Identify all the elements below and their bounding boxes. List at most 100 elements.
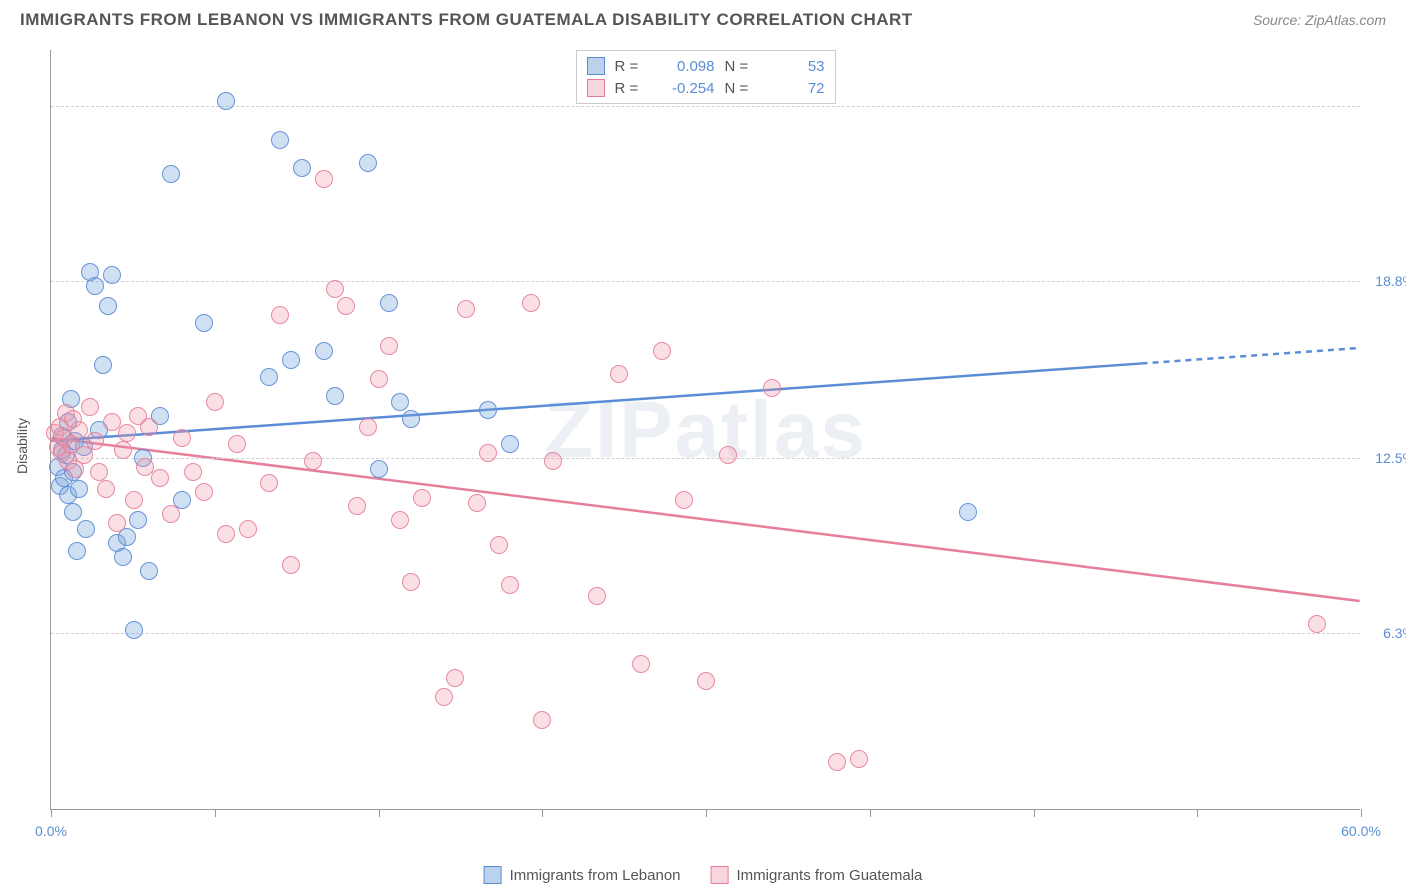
data-point-guatemala xyxy=(544,452,562,470)
n-label: N = xyxy=(725,58,755,75)
data-point-guatemala xyxy=(260,474,278,492)
data-point-lebanon xyxy=(99,297,117,315)
data-point-guatemala xyxy=(90,463,108,481)
watermark: ZIPatlas xyxy=(544,384,867,476)
data-point-guatemala xyxy=(675,491,693,509)
data-point-guatemala xyxy=(326,280,344,298)
y-axis-label: Disability xyxy=(14,418,30,474)
data-point-lebanon xyxy=(282,351,300,369)
data-point-guatemala xyxy=(162,505,180,523)
data-point-lebanon xyxy=(217,92,235,110)
data-point-guatemala xyxy=(479,444,497,462)
data-point-guatemala xyxy=(118,424,136,442)
data-point-lebanon xyxy=(479,401,497,419)
data-point-guatemala xyxy=(173,429,191,447)
x-tick-label: 60.0% xyxy=(1341,823,1381,839)
legend-stats: R = 0.098 N = 53 R = -0.254 N = 72 xyxy=(576,50,836,104)
data-point-lebanon xyxy=(162,165,180,183)
data-point-guatemala xyxy=(457,300,475,318)
x-tick xyxy=(542,809,543,817)
data-point-guatemala xyxy=(304,452,322,470)
legend-item-guatemala: Immigrants from Guatemala xyxy=(711,866,923,884)
data-point-lebanon xyxy=(68,542,86,560)
swatch-blue-icon xyxy=(484,866,502,884)
data-point-guatemala xyxy=(125,491,143,509)
data-point-lebanon xyxy=(195,314,213,332)
data-point-lebanon xyxy=(326,387,344,405)
data-point-lebanon xyxy=(402,410,420,428)
data-point-guatemala xyxy=(97,480,115,498)
x-tick xyxy=(215,809,216,817)
data-point-lebanon xyxy=(94,356,112,374)
swatch-pink-icon xyxy=(711,866,729,884)
source-attribution: Source: ZipAtlas.com xyxy=(1253,12,1386,28)
data-point-guatemala xyxy=(435,688,453,706)
n-value-lebanon: 53 xyxy=(765,58,825,75)
r-label: R = xyxy=(615,58,645,75)
y-tick-label: 12.5% xyxy=(1375,450,1406,466)
legend-label-lebanon: Immigrants from Lebanon xyxy=(510,867,681,884)
data-point-lebanon xyxy=(391,393,409,411)
data-point-guatemala xyxy=(337,297,355,315)
data-point-guatemala xyxy=(588,587,606,605)
data-point-guatemala xyxy=(1308,615,1326,633)
data-point-guatemala xyxy=(140,418,158,436)
n-value-guatemala: 72 xyxy=(765,80,825,97)
data-point-guatemala xyxy=(206,393,224,411)
y-tick-label: 6.3% xyxy=(1383,625,1406,641)
trendlines-layer xyxy=(51,50,1360,809)
data-point-guatemala xyxy=(108,514,126,532)
data-point-lebanon xyxy=(315,342,333,360)
data-point-lebanon xyxy=(103,266,121,284)
data-point-guatemala xyxy=(217,525,235,543)
data-point-lebanon xyxy=(77,520,95,538)
data-point-lebanon xyxy=(293,159,311,177)
legend-label-guatemala: Immigrants from Guatemala xyxy=(737,867,923,884)
data-point-lebanon xyxy=(260,368,278,386)
data-point-lebanon xyxy=(129,511,147,529)
data-point-guatemala xyxy=(228,435,246,453)
x-tick-label: 0.0% xyxy=(35,823,67,839)
r-value-guatemala: -0.254 xyxy=(655,80,715,97)
data-point-guatemala xyxy=(370,370,388,388)
n-label: N = xyxy=(725,80,755,97)
gridline xyxy=(51,281,1360,282)
data-point-guatemala xyxy=(271,306,289,324)
data-point-guatemala xyxy=(380,337,398,355)
data-point-guatemala xyxy=(653,342,671,360)
data-point-guatemala xyxy=(348,497,366,515)
data-point-guatemala xyxy=(522,294,540,312)
x-tick xyxy=(706,809,707,817)
x-tick xyxy=(1361,809,1362,817)
data-point-lebanon xyxy=(380,294,398,312)
data-point-guatemala xyxy=(610,365,628,383)
y-tick-label: 18.8% xyxy=(1375,273,1406,289)
data-point-lebanon xyxy=(271,131,289,149)
data-point-guatemala xyxy=(239,520,257,538)
chart-plot-area: ZIPatlas R = 0.098 N = 53 R = -0.254 N =… xyxy=(50,50,1360,810)
data-point-lebanon xyxy=(959,503,977,521)
data-point-guatemala xyxy=(81,398,99,416)
header: IMMIGRANTS FROM LEBANON VS IMMIGRANTS FR… xyxy=(0,0,1406,35)
data-point-guatemala xyxy=(828,753,846,771)
data-point-guatemala xyxy=(501,576,519,594)
x-tick xyxy=(51,809,52,817)
data-point-guatemala xyxy=(533,711,551,729)
data-point-guatemala xyxy=(184,463,202,481)
data-point-guatemala xyxy=(151,469,169,487)
data-point-guatemala xyxy=(195,483,213,501)
data-point-lebanon xyxy=(86,277,104,295)
data-point-guatemala xyxy=(719,446,737,464)
data-point-lebanon xyxy=(359,154,377,172)
data-point-guatemala xyxy=(468,494,486,512)
gridline xyxy=(51,106,1360,107)
x-tick xyxy=(379,809,380,817)
swatch-blue-icon xyxy=(587,57,605,75)
data-point-guatemala xyxy=(413,489,431,507)
data-point-guatemala xyxy=(697,672,715,690)
data-point-guatemala xyxy=(86,432,104,450)
data-point-guatemala xyxy=(763,379,781,397)
data-point-lebanon xyxy=(370,460,388,478)
r-label: R = xyxy=(615,80,645,97)
legend-stats-row-guatemala: R = -0.254 N = 72 xyxy=(587,77,825,99)
